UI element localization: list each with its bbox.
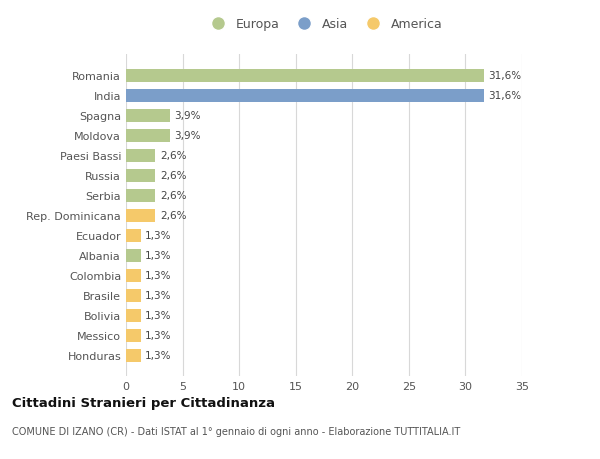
Bar [126,150,155,162]
Bar [126,189,155,202]
Bar [126,309,141,322]
Text: 2,6%: 2,6% [160,211,187,221]
Bar [126,269,141,282]
Bar [126,349,141,362]
Text: 2,6%: 2,6% [160,151,187,161]
Text: 1,3%: 1,3% [145,231,172,241]
Text: 1,3%: 1,3% [145,291,172,301]
Bar [126,129,170,142]
Text: 1,3%: 1,3% [145,270,172,280]
Legend: Europa, Asia, America: Europa, Asia, America [200,13,448,36]
Bar [126,169,155,182]
Text: 1,3%: 1,3% [145,310,172,320]
Text: 31,6%: 31,6% [488,71,521,81]
Bar [126,249,141,262]
Bar [126,110,170,123]
Text: 1,3%: 1,3% [145,330,172,340]
Text: 1,3%: 1,3% [145,251,172,261]
Text: Cittadini Stranieri per Cittadinanza: Cittadini Stranieri per Cittadinanza [12,396,275,409]
Text: 2,6%: 2,6% [160,191,187,201]
Bar [126,90,484,102]
Text: 3,9%: 3,9% [175,111,201,121]
Text: 1,3%: 1,3% [145,350,172,360]
Text: 3,9%: 3,9% [175,131,201,141]
Text: COMUNE DI IZANO (CR) - Dati ISTAT al 1° gennaio di ogni anno - Elaborazione TUTT: COMUNE DI IZANO (CR) - Dati ISTAT al 1° … [12,426,460,436]
Bar [126,329,141,342]
Bar [126,289,141,302]
Bar [126,209,155,222]
Bar [126,229,141,242]
Bar [126,70,484,83]
Text: 2,6%: 2,6% [160,171,187,181]
Text: 31,6%: 31,6% [488,91,521,101]
